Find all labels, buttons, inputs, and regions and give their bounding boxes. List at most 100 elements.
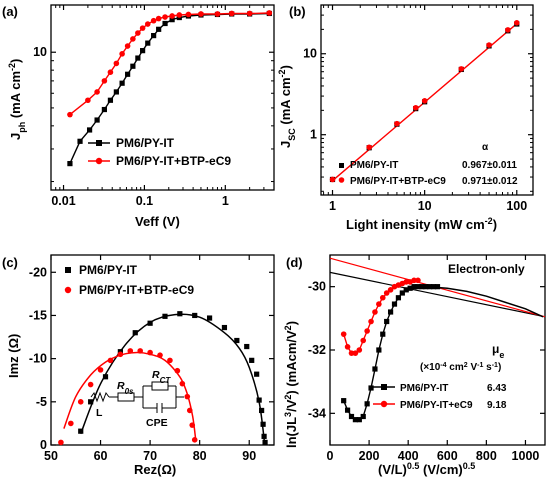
mobility-value-1: 9.18 bbox=[487, 400, 507, 411]
d-xtick-label-3: 600 bbox=[437, 449, 458, 463]
alpha-value-1: 0.971±0.012 bbox=[462, 176, 518, 187]
series-a-1-point-18 bbox=[198, 11, 204, 17]
series-c bbox=[58, 311, 268, 446]
series-a-0-point-11 bbox=[140, 48, 146, 54]
b-xtick-label-0: 1 bbox=[329, 199, 336, 213]
series-a-1-point-14 bbox=[162, 14, 168, 20]
series-a-1-point-20 bbox=[228, 10, 235, 17]
fit-line-d-0 bbox=[329, 271, 546, 318]
series-a-0-point-0 bbox=[67, 161, 73, 167]
legend-marker-b-1 bbox=[338, 177, 345, 183]
circuit-label-rs: R0s bbox=[117, 380, 134, 396]
c-ytick-label-0: 0 bbox=[40, 438, 47, 452]
c-xtick-label-1: 60 bbox=[94, 449, 108, 463]
series-a-1-line bbox=[69, 12, 270, 116]
panel-label-b: (b) bbox=[289, 4, 306, 19]
ticks-d: 0 200 400 600 800 1000 -34 -32 -30 bbox=[308, 255, 545, 463]
series-b bbox=[329, 20, 520, 183]
series-b-1-point-4 bbox=[421, 98, 428, 104]
x-axis-label-a: Veff (V) bbox=[135, 214, 180, 229]
series-a-0-point-1 bbox=[77, 138, 83, 144]
x-axis-label-c: Rez(Ω) bbox=[134, 462, 176, 477]
c-xtick-label-4: 90 bbox=[242, 449, 256, 463]
series-c-0-point-9 bbox=[206, 315, 213, 321]
series-a-0-point-2 bbox=[86, 127, 93, 133]
ticks-c: 50 60 70 80 90 0 -5 -10 -15 -20 bbox=[29, 255, 274, 463]
series-a-1-point-9 bbox=[135, 30, 141, 36]
series-c-1-point-4 bbox=[97, 367, 104, 373]
circuit-label-rct: RCT bbox=[152, 369, 171, 385]
panel-a: (a) Jph (mA cm-2) Veff (V) 0.01 0.1 1 10 PM… bbox=[2, 4, 275, 229]
panel-c: (c) Imz (Ω) Rez(Ω) 50 60 70 80 90 0 -5 -10 -15 -2… bbox=[2, 254, 275, 477]
series-a-0-point-13 bbox=[151, 32, 157, 39]
series-d-0-point-17 bbox=[407, 285, 413, 291]
series-a-0-point-9 bbox=[130, 63, 136, 69]
series-a-1-point-17 bbox=[185, 11, 192, 18]
series-d-1-point-2 bbox=[348, 350, 355, 356]
x-axis-label-d: (V/L)0.5 (V/cm)0.5 bbox=[378, 461, 475, 477]
b-ytick-label-1: 10 bbox=[303, 47, 317, 61]
series-d-0-point-23 bbox=[430, 284, 437, 290]
series-c-1-point-9 bbox=[147, 349, 153, 356]
series-c-0-point-13 bbox=[249, 357, 255, 363]
series-b-1-point-0 bbox=[329, 176, 336, 183]
legend-d: μe (×10-4 cm2 V-1 s-1) PM6/PY-IT 6.43 PM… bbox=[373, 342, 507, 411]
c-ytick-label-3: -15 bbox=[29, 308, 47, 322]
series-c-1-point-2 bbox=[77, 399, 84, 405]
legend-label-a-0: PM6/PY-IT bbox=[116, 136, 175, 150]
c-xtick-label-2: 70 bbox=[143, 449, 157, 463]
series-d-0-point-20 bbox=[419, 284, 425, 290]
fit-curve-c-0 bbox=[80, 313, 266, 444]
series-d-0-point-10 bbox=[380, 331, 386, 337]
series-c-0-point-16 bbox=[259, 407, 265, 414]
panel-label-d: (d) bbox=[286, 255, 303, 270]
series-a bbox=[67, 10, 273, 167]
series-d-0-point-9 bbox=[376, 347, 382, 353]
a-xtick-label-0: 0.01 bbox=[51, 194, 75, 208]
series-c-0-point-11 bbox=[234, 337, 240, 344]
c-ytick-label-4: -20 bbox=[29, 265, 47, 279]
circuit-inductor bbox=[90, 391, 110, 403]
series-b-1-point-7 bbox=[505, 27, 511, 33]
y-axis-label-d: ln(JL3/V2) (mAcm/V2) bbox=[283, 321, 299, 448]
series-c-1-point-15 bbox=[186, 407, 193, 414]
mobility-header: μe bbox=[492, 342, 504, 360]
series-a-1-point-8 bbox=[130, 36, 136, 42]
series-d-0-point-22 bbox=[427, 284, 433, 290]
series-a-0-point-15 bbox=[162, 20, 168, 27]
plot-frame-b bbox=[320, 4, 534, 196]
legend-label-a-1: PM6/PY-IT+BTP-eC9 bbox=[116, 154, 231, 168]
series-c-0-point-2 bbox=[102, 374, 109, 380]
y-axis-label-c: Imz (Ω) bbox=[6, 334, 21, 378]
series-b-1-point-3 bbox=[412, 104, 419, 111]
alpha-value-0: 0.967±0.011 bbox=[462, 160, 517, 171]
series-d-1-point-5 bbox=[360, 337, 367, 344]
equivalent-circuit bbox=[90, 381, 184, 413]
series-b-1-point-1 bbox=[366, 144, 372, 151]
series-d-0-point-8 bbox=[372, 366, 378, 372]
series-c-1-point-1 bbox=[68, 420, 74, 427]
series-b-1-point-8 bbox=[513, 20, 520, 26]
series-d-1-point-6 bbox=[364, 328, 370, 334]
series-d-1-point-18 bbox=[411, 277, 417, 284]
series-c-1-point-5 bbox=[107, 357, 114, 364]
series-d-1-point-0 bbox=[340, 331, 347, 337]
series-c-1-point-17 bbox=[191, 437, 198, 443]
series-d-0-point-3 bbox=[352, 417, 359, 423]
series-c-1-point-12 bbox=[174, 367, 181, 374]
circuit-label-cpe: CPE bbox=[146, 417, 168, 429]
series-d-0-point-1 bbox=[344, 407, 351, 413]
legend-marker-c-1 bbox=[64, 286, 72, 294]
series-c-0-point-5 bbox=[147, 320, 153, 326]
series-d-0-point-11 bbox=[384, 318, 390, 325]
series-d-1-point-9 bbox=[376, 301, 382, 307]
series-c-1-point-7 bbox=[127, 348, 134, 354]
series-d-0-point-13 bbox=[391, 301, 398, 307]
series-a-1-point-4 bbox=[107, 69, 114, 75]
mobility-value-0: 6.43 bbox=[487, 383, 507, 394]
series-c-0-point-4 bbox=[132, 330, 138, 336]
d-xtick-label-2: 400 bbox=[398, 449, 419, 463]
series-c-0-point-18 bbox=[261, 433, 267, 439]
legend-a: PM6/PY-IT PM6/PY-IT+BTP-eC9 bbox=[88, 136, 231, 168]
d-ytick-label-2: -30 bbox=[308, 280, 326, 294]
